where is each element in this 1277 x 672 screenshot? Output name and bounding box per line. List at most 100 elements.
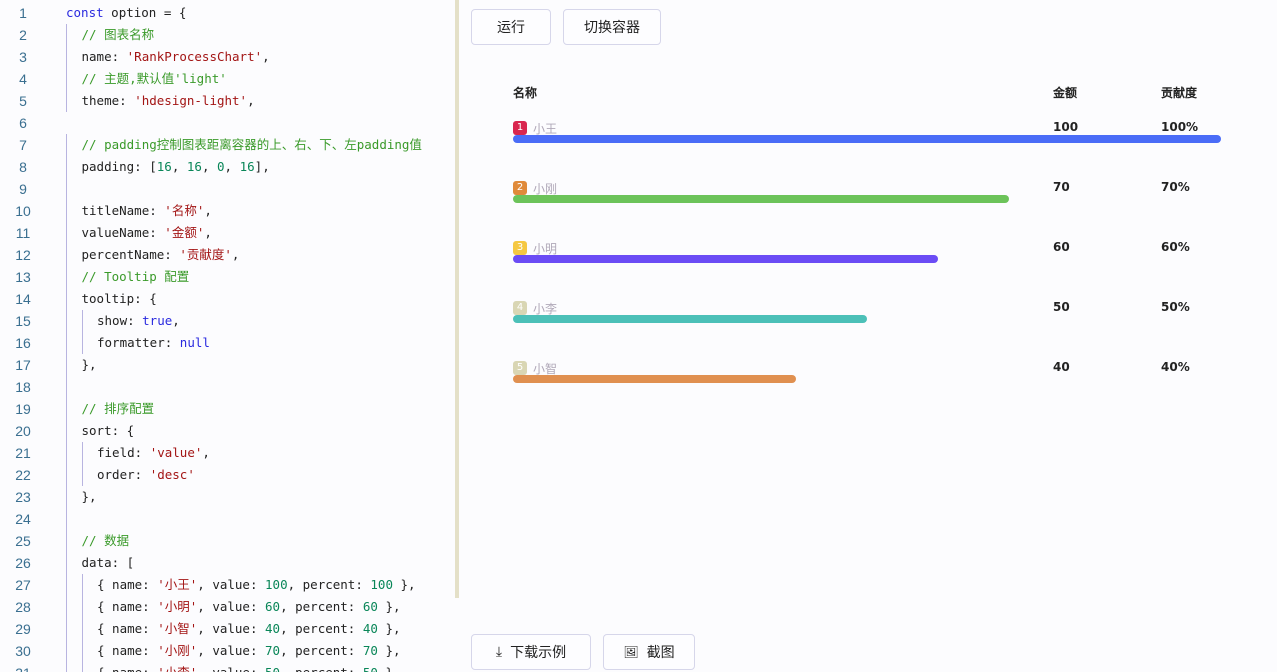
code-line[interactable]: 7 // padding控制图表距离容器的上、右、下、左padding值 [0, 134, 455, 156]
indent-guide [66, 618, 67, 640]
code-line[interactable]: 18 [0, 376, 455, 398]
code-token: , value: [197, 599, 266, 614]
code-token: 100 [370, 577, 393, 592]
line-number: 17 [15, 357, 31, 373]
code-line[interactable]: 25 // 数据 [0, 530, 455, 552]
code-editor[interactable]: 1 const option = {2 // 图表名称 3 name: 'RankPro… [0, 0, 455, 672]
indent-guide [66, 662, 67, 672]
code-line[interactable]: 31 { name: '小李', value: 50, percent: 50 }… [0, 662, 455, 672]
code-token: true [142, 313, 173, 328]
code-line[interactable]: 5 theme: 'hdesign-light', [0, 90, 455, 112]
code-line[interactable]: 2 // 图表名称 [0, 24, 455, 46]
indent-guide [81, 464, 83, 486]
code-line[interactable]: 20 sort: { [0, 420, 455, 442]
code-token: 16 [156, 159, 172, 174]
indent-guide [66, 200, 67, 222]
row-value: 40 [1053, 360, 1070, 374]
indent-guide [66, 640, 67, 662]
code-line[interactable]: 9 [0, 178, 455, 200]
indent-guide [81, 442, 83, 464]
indent-guide [81, 332, 83, 354]
line-number: 8 [19, 159, 27, 175]
indent-guide [66, 464, 67, 486]
code-line[interactable]: 26 data: [ [0, 552, 455, 574]
rank-badge: 1 [513, 121, 527, 135]
code-token: theme: [81, 93, 135, 108]
code-line[interactable]: 14 tooltip: { [0, 288, 455, 310]
progress-bar [513, 135, 1221, 143]
indent-guide [66, 574, 67, 596]
header-name: 名称 [513, 86, 538, 100]
code-line[interactable]: 17}, [0, 354, 455, 376]
screenshot-button[interactable]: 🖼 截图 [603, 634, 695, 670]
code-text: }, [82, 486, 97, 508]
code-token: , percent: [280, 599, 363, 614]
line-number: 22 [15, 467, 31, 483]
code-line[interactable]: 22 order: 'desc' [0, 464, 455, 486]
code-line[interactable]: 23}, [0, 486, 455, 508]
code-text: tooltip: { [82, 288, 157, 310]
line-number: 2 [19, 27, 27, 43]
row-name: 小王 [533, 122, 558, 136]
code-token: , [172, 313, 180, 328]
code-text: { name: '小刚', value: 70, percent: 70 }, [97, 640, 401, 662]
rank-row[interactable]: 2 小刚 70 70% [513, 180, 1233, 221]
line-number: 13 [15, 269, 31, 285]
rank-row[interactable]: 5 小智 40 40% [513, 360, 1233, 401]
code-token: // Tooltip 配置 [81, 269, 190, 284]
code-token: , value: [197, 577, 266, 592]
switch-container-button[interactable]: 切换容器 [563, 9, 661, 45]
code-token: 'value' [149, 445, 203, 460]
rank-row[interactable]: 3 小明 60 60% [513, 240, 1233, 281]
download-icon: ⤓ [495, 644, 503, 660]
code-line[interactable]: 12 percentName: '贡献度', [0, 244, 455, 266]
code-line[interactable]: 3 name: 'RankProcessChart', [0, 46, 455, 68]
indent-guide [66, 24, 67, 46]
code-line[interactable]: 30 { name: '小刚', value: 70, percent: 70 }… [0, 640, 455, 662]
code-token: '小李' [157, 665, 197, 672]
code-line[interactable]: 19 // 排序配置 [0, 398, 455, 420]
rank-badge: 3 [513, 241, 527, 255]
code-token: }, [81, 357, 97, 372]
code-token: show: [97, 313, 143, 328]
editor-scrollbar[interactable] [455, 0, 459, 598]
code-line[interactable]: 6 [0, 112, 455, 134]
code-line[interactable]: 16 formatter: null [0, 332, 455, 354]
indent-guide [66, 90, 67, 112]
code-text: // padding控制图表距离容器的上、右、下、左padding值 [82, 134, 422, 156]
code-line[interactable]: 15 show: true, [0, 310, 455, 332]
code-line[interactable]: 27 { name: '小王', value: 100, percent: 100… [0, 574, 455, 596]
download-example-button[interactable]: ⤓ 下载示例 [471, 634, 591, 670]
code-line[interactable]: 13 // Tooltip 配置 [0, 266, 455, 288]
code-token: '小刚' [157, 643, 198, 658]
run-button[interactable]: 运行 [471, 9, 551, 45]
code-token: padding: [ [81, 159, 157, 174]
code-line[interactable]: 10 titleName: '名称', [0, 200, 455, 222]
code-token: // 数据 [81, 533, 130, 548]
row-percent: 70% [1161, 180, 1190, 194]
line-number: 27 [15, 577, 31, 593]
code-token: 50 [265, 665, 280, 672]
code-line[interactable]: 4 // 主题,默认值'light' [0, 68, 455, 90]
code-text: sort: { [82, 420, 135, 442]
code-line[interactable]: 28 { name: '小明', value: 60, percent: 60 }… [0, 596, 455, 618]
rank-row[interactable]: 1 小王 100 100% [513, 120, 1233, 161]
progress-bar [513, 315, 867, 323]
indent-guide [66, 244, 67, 266]
indent-guide [81, 596, 83, 618]
code-line[interactable]: 1 const option = { [0, 2, 455, 24]
rank-row[interactable]: 4 小李 50 50% [513, 300, 1233, 341]
code-line[interactable]: 24 [0, 508, 455, 530]
indent-guide [66, 156, 67, 178]
indent-guide [66, 178, 67, 200]
line-number: 10 [15, 203, 31, 219]
row-value: 50 [1053, 300, 1070, 314]
code-line[interactable]: 29 { name: '小智', value: 40, percent: 40 }… [0, 618, 455, 640]
code-token: 'RankProcessChart' [126, 49, 263, 64]
code-line[interactable]: 11 valueName: '金额', [0, 222, 455, 244]
code-text: field: 'value', [97, 442, 210, 464]
code-token: , [201, 159, 218, 174]
code-line[interactable]: 8 padding: [16, 16, 0, 16], [0, 156, 455, 178]
code-line[interactable]: 21 field: 'value', [0, 442, 455, 464]
code-token: '小智' [157, 621, 198, 636]
